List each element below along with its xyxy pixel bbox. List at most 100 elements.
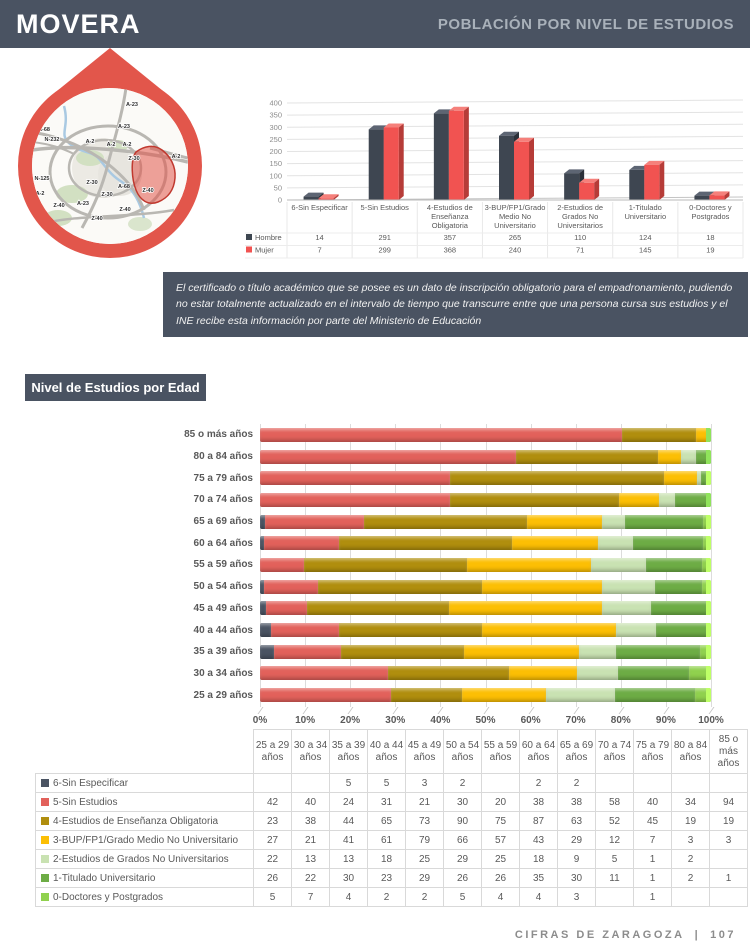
education-level-label: 0-Doctores y Postgrados xyxy=(35,887,254,908)
age-label: 50 a 54 años xyxy=(193,581,253,593)
table-value-cell: 21 xyxy=(291,830,330,851)
y-tick-label: 0 xyxy=(278,196,282,205)
category-label: Postgrados xyxy=(691,212,729,221)
road-label: Z-40 xyxy=(91,216,102,222)
bar-segment xyxy=(625,514,704,529)
gender-education-chart-svg: 0 50 100 150 200 250 300 350 400 6-Sin Especifica… xyxy=(245,99,744,259)
road-label: A-23 xyxy=(77,201,89,207)
y-tick-label: 100 xyxy=(269,171,282,180)
table-value-cell: 2 xyxy=(443,773,482,794)
age-label: 30 a 34 años xyxy=(193,667,253,679)
bar-top-face xyxy=(564,169,585,174)
stacked-bar xyxy=(260,449,711,464)
bar-segment xyxy=(688,666,711,681)
table-value-cell: 44 xyxy=(329,811,368,832)
road-label: A-2 xyxy=(36,191,45,197)
bar-segment xyxy=(481,579,602,594)
table-value-cell: 7 xyxy=(633,830,672,851)
table-value-cell: 58 xyxy=(595,792,634,813)
x-tick-mark xyxy=(347,707,354,714)
table-value-cell: 13 xyxy=(329,849,368,870)
bar-segment xyxy=(526,514,603,529)
education-level-label: 2-Estudios de Grados No Universitarios xyxy=(35,849,254,870)
table-value-cell xyxy=(671,887,710,908)
x-tick-label: 20% xyxy=(340,715,361,726)
table-age-header: 70 a 74 años xyxy=(595,728,634,775)
legend-value: 124 xyxy=(639,233,652,242)
bar-segment xyxy=(260,449,516,464)
chart-rows: 85 o más años 80 a 84 años 75 a 79 años 70 … xyxy=(35,424,746,706)
table-value-cell: 57 xyxy=(481,830,520,851)
gridline xyxy=(286,123,744,128)
table-value-cell: 26 xyxy=(443,868,482,889)
table-value-cell: 35 xyxy=(519,868,558,889)
bar-segment xyxy=(482,623,617,638)
bar-segment xyxy=(616,623,656,638)
page-header: MOVERA POBLACIÓN POR NIVEL DE ESTUDIOS xyxy=(0,0,750,48)
age-label: 80 a 84 años xyxy=(193,451,253,463)
table-value-cell: 43 xyxy=(519,830,558,851)
category-label: 2-Estudios de xyxy=(557,203,603,212)
table-value-cell: 79 xyxy=(405,830,444,851)
legend-value: 299 xyxy=(378,246,391,255)
district-title: MOVERA xyxy=(16,8,141,39)
age-row: 60 a 64 años xyxy=(35,532,746,554)
bar-segment xyxy=(576,666,619,681)
age-row: 40 a 44 años xyxy=(35,619,746,641)
table-corner-cell xyxy=(35,729,254,774)
bar-mujer xyxy=(383,123,404,200)
education-level-label: 3-BUP/FP1/Grado Medio No Universitario xyxy=(35,830,254,851)
age-label: 45 a 49 años xyxy=(193,602,253,614)
table-value-cell: 40 xyxy=(291,792,330,813)
road-label: A-2 xyxy=(86,139,95,145)
table-value-cell xyxy=(595,773,634,794)
y-tick-label: 350 xyxy=(269,111,282,120)
education-by-age-chart: 85 o más años 80 a 84 años 75 a 79 años 70 … xyxy=(35,424,746,730)
legend-square-icon xyxy=(41,873,49,882)
stacked-bar xyxy=(260,471,711,486)
road-label: Z-30 xyxy=(128,156,139,162)
table-age-header: 55 a 59 años xyxy=(481,728,520,775)
table-value-cell: 30 xyxy=(557,868,596,889)
table-value-cell: 4 xyxy=(519,887,558,908)
table-value-cell: 1 xyxy=(709,868,748,889)
table-value-cell: 2 xyxy=(367,887,406,908)
bar-mujer xyxy=(448,106,469,200)
legend-square-icon xyxy=(41,892,49,901)
table-value-cell: 1 xyxy=(633,887,672,908)
table-value-cell: 5 xyxy=(329,773,368,794)
road-label: A-2 xyxy=(107,142,116,148)
table-value-cell xyxy=(291,773,330,794)
bar-segment xyxy=(263,579,319,594)
y-tick-label: 150 xyxy=(269,159,282,168)
bar-end-cap xyxy=(706,427,711,442)
category-label: Universitario xyxy=(494,221,536,230)
bar-segment xyxy=(390,688,463,703)
road-label: Z-40 xyxy=(142,188,153,194)
gridline xyxy=(286,99,744,104)
table-value-cell: 30 xyxy=(329,868,368,889)
bar-segment xyxy=(658,492,676,507)
road-label: N-232 xyxy=(45,137,60,143)
bar-segment xyxy=(515,449,659,464)
bar-segment xyxy=(512,536,598,551)
legend-value: 110 xyxy=(574,233,586,242)
bar-end-cap xyxy=(706,514,711,529)
table-value-cell: 13 xyxy=(291,849,330,870)
table-value-cell: 75 xyxy=(481,811,520,832)
stacked-bar xyxy=(260,514,711,529)
category-label: Obligatoria xyxy=(432,221,469,230)
bar-segment xyxy=(619,492,659,507)
table-value-cell: 45 xyxy=(633,811,672,832)
bar-front-face xyxy=(694,195,710,200)
education-level-label: 1-Titulado Universitario xyxy=(35,868,254,889)
bar-front-face xyxy=(499,135,514,200)
age-label: 70 a 74 años xyxy=(193,494,253,506)
bar-side-face xyxy=(529,137,534,200)
education-level-label: 5-Sin Estudios xyxy=(35,792,254,813)
legend-value: 71 xyxy=(576,246,584,255)
bar-segment xyxy=(303,557,467,572)
bar-segment xyxy=(260,644,274,659)
x-tick-mark xyxy=(437,707,444,714)
table-value-cell: 5 xyxy=(253,887,292,908)
